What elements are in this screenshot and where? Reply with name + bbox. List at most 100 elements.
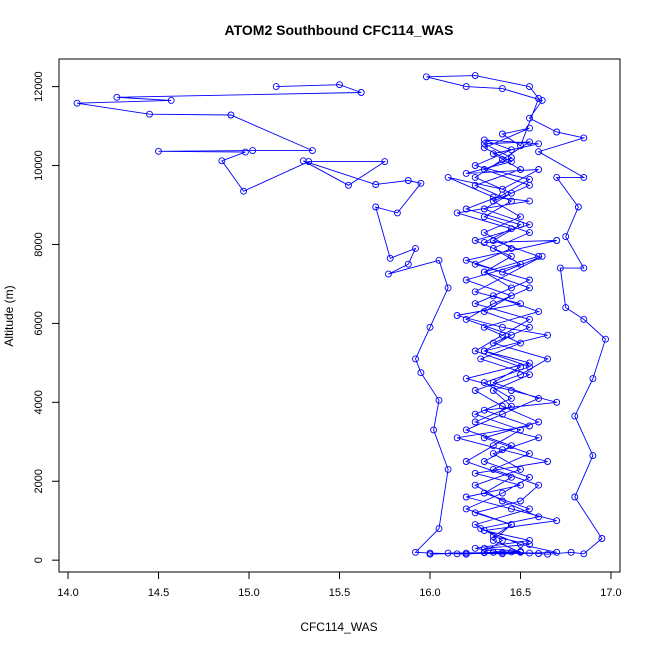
- y-tick-label: 2000: [33, 469, 45, 493]
- data-point: [544, 458, 552, 465]
- y-tick-label: 10000: [33, 150, 45, 181]
- data-point: [526, 229, 533, 237]
- x-axis: 14.0 14.5 15.0 15.5 16.0 16.5 17.0: [57, 571, 622, 599]
- data-point: [517, 142, 524, 150]
- data-point: [589, 452, 597, 460]
- data-point: [553, 173, 561, 181]
- data-point: [526, 549, 533, 557]
- data-point: [535, 95, 543, 102]
- data-point: [480, 213, 488, 221]
- data-point: [412, 548, 419, 556]
- data-point: [535, 513, 543, 521]
- data-point: [426, 550, 434, 558]
- x-tick-label: 14.0: [57, 587, 78, 599]
- data-point: [462, 493, 470, 501]
- data-point: [430, 426, 438, 434]
- data-point: [535, 418, 543, 426]
- data-point: [489, 450, 497, 458]
- data-point: [517, 221, 524, 229]
- data-point: [471, 300, 479, 308]
- data-point: [471, 481, 479, 489]
- data-point: [526, 422, 533, 430]
- data-point: [526, 473, 533, 481]
- data-point: [480, 379, 488, 387]
- data-point: [498, 446, 506, 454]
- data-point: [574, 203, 582, 211]
- data-point: [526, 323, 533, 331]
- data-point: [462, 426, 470, 434]
- x-tick-label: 14.5: [148, 587, 169, 599]
- data-point: [480, 166, 488, 173]
- data-point: [480, 406, 488, 414]
- data-point: [453, 209, 461, 217]
- data-point: [384, 270, 392, 278]
- data-point: [580, 264, 588, 272]
- data-point: [507, 225, 515, 233]
- data-point: [517, 371, 524, 379]
- x-axis-label: CFC114_WAS: [300, 620, 377, 634]
- data-point: [249, 147, 257, 155]
- data-point: [507, 158, 515, 166]
- data-point: [553, 548, 561, 556]
- data-point: [517, 260, 524, 268]
- data-point: [571, 493, 579, 501]
- data-point: [272, 83, 280, 91]
- y-tick-label: 8000: [33, 232, 45, 256]
- data-point: [471, 237, 479, 244]
- data-point: [544, 331, 552, 339]
- data-point: [498, 331, 506, 339]
- data-point: [480, 308, 488, 316]
- data-point: [471, 521, 479, 529]
- data-point: [602, 335, 609, 343]
- data-point: [507, 154, 515, 162]
- data-point: [299, 157, 307, 165]
- x-tick-label: 15.0: [238, 587, 259, 599]
- data-point: [526, 363, 533, 371]
- data-point: [480, 136, 488, 144]
- data-point: [489, 300, 497, 308]
- data-point: [507, 442, 515, 450]
- data-point: [517, 300, 524, 308]
- data-point: [535, 394, 543, 402]
- data-point: [227, 111, 235, 119]
- data-point: [372, 181, 380, 188]
- y-tick-label: 4000: [33, 390, 45, 414]
- data-point: [580, 315, 588, 323]
- data-point: [489, 548, 497, 556]
- data-point: [462, 276, 470, 284]
- data-point: [480, 268, 488, 276]
- data-point: [462, 205, 470, 213]
- data-point: [417, 179, 425, 187]
- data-point: [517, 426, 524, 434]
- data-point: [471, 260, 479, 268]
- data-point: [462, 375, 470, 383]
- data-point: [453, 434, 461, 442]
- data-point: [480, 458, 488, 465]
- data-point: [480, 489, 488, 497]
- data-point: [598, 535, 606, 542]
- data-point: [381, 158, 389, 166]
- data-point: [498, 550, 506, 558]
- data-point: [507, 331, 515, 339]
- data-point: [526, 83, 533, 91]
- data-point: [580, 550, 588, 558]
- data-point: [471, 544, 479, 552]
- data-point: [535, 140, 543, 148]
- data-point: [462, 505, 470, 513]
- y-axis-label: Altitude (m): [2, 285, 16, 346]
- data-point: [556, 264, 564, 272]
- data-point: [240, 187, 248, 195]
- data-point: [538, 252, 546, 260]
- x-tick-label: 16.5: [510, 587, 531, 599]
- data-point: [507, 197, 515, 205]
- data-point: [489, 379, 497, 387]
- data-point: [507, 521, 515, 529]
- data-point: [471, 469, 479, 477]
- data-point: [507, 387, 515, 394]
- data-point: [453, 550, 461, 558]
- data-point: [489, 237, 497, 244]
- series-points: [73, 72, 609, 558]
- data-point: [535, 481, 543, 489]
- data-point: [471, 173, 479, 181]
- x-tick-label: 16.0: [419, 587, 440, 599]
